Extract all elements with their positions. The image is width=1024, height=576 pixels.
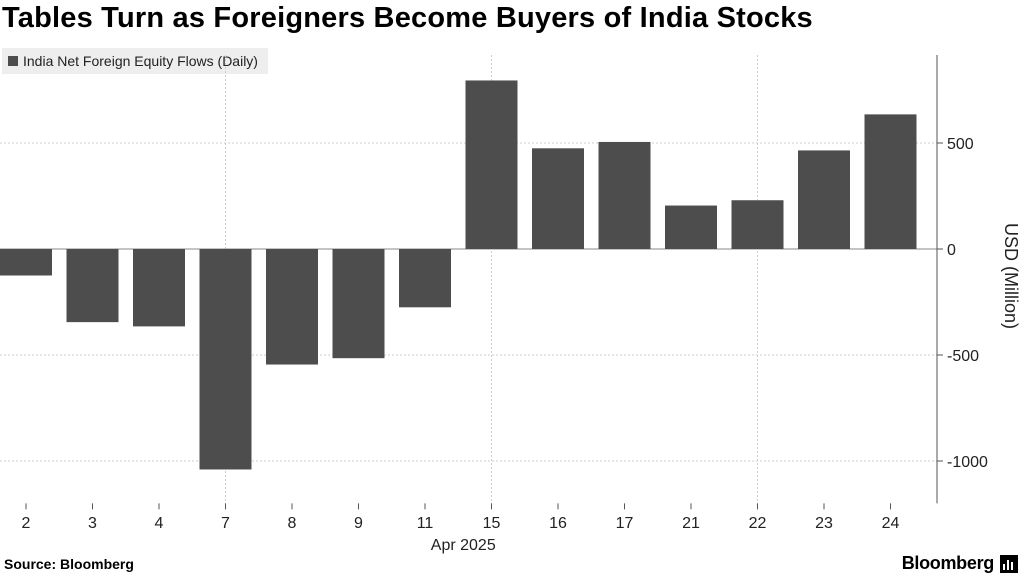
- source-note: Source: Bloomberg: [4, 556, 134, 572]
- legend-label: India Net Foreign Equity Flows (Daily): [23, 53, 258, 69]
- x-tick-label: 23: [815, 515, 833, 532]
- brand-logo: Bloomberg: [901, 553, 995, 573]
- bars: [0, 80, 917, 470]
- legend-swatch-icon: [8, 56, 18, 66]
- x-tick-label: 15: [483, 515, 501, 532]
- bar: [864, 114, 917, 249]
- bar: [332, 249, 385, 359]
- x-axis-title: Apr 2025: [431, 537, 496, 554]
- x-tick-label: 7: [221, 515, 230, 532]
- bar: [731, 200, 784, 249]
- y-tick-label: 500: [947, 136, 974, 153]
- legend: India Net Foreign Equity Flows (Daily): [2, 48, 268, 74]
- bar: [0, 249, 52, 276]
- y-axis-title: USD (Million): [1001, 223, 1021, 329]
- bar: [598, 141, 651, 249]
- bar: [798, 150, 850, 249]
- bar: [399, 249, 451, 308]
- x-tick-label: 24: [882, 515, 900, 532]
- x-tick-label: 9: [354, 515, 363, 532]
- bar: [465, 80, 518, 250]
- y-tick-label: -500: [947, 348, 979, 365]
- x-tick-label: 22: [749, 515, 767, 532]
- x-tick-label: 11: [417, 515, 434, 532]
- bar: [266, 249, 318, 365]
- chart-title: Tables Turn as Foreigners Become Buyers …: [2, 2, 813, 34]
- y-tick-label: 0: [947, 242, 956, 259]
- x-tick-label: 21: [682, 515, 700, 532]
- x-tick-label: 16: [549, 515, 567, 532]
- bar: [199, 249, 252, 470]
- y-axis: 500 0 -500 -1000 USD (Million): [936, 55, 1021, 504]
- x-tick-label: 2: [22, 515, 31, 532]
- y-tick-label: -1000: [947, 454, 988, 471]
- x-tick-label: 8: [288, 515, 297, 532]
- bar: [66, 249, 119, 323]
- x-tick-label: 4: [155, 515, 164, 532]
- x-tick-label: 17: [616, 515, 634, 532]
- bar: [665, 205, 717, 249]
- bar: [532, 148, 584, 249]
- x-tick-label: 3: [88, 515, 97, 532]
- bloomberg-terminal-icon: [1000, 555, 1018, 573]
- bar: [133, 249, 185, 327]
